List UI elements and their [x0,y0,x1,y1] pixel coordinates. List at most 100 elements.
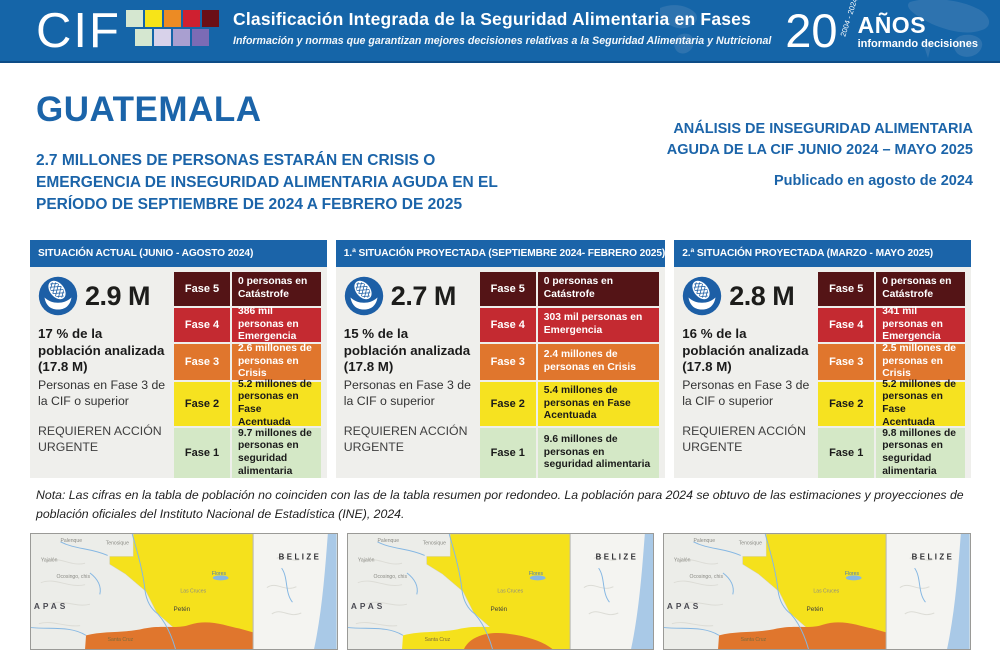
phase-value: 5.2 millones de personas en Fase Acentua… [232,379,321,428]
phase-label: Fase 1 [818,428,875,478]
panel-title: 2.ª SITUACIÓN PROYECTADA (MARZO - MAYO 2… [674,240,971,267]
phase-2-row: Fase 2 5.2 millones de personas en Fase A… [818,379,965,428]
phase-value: 5.2 millones de personas en Fase Acentua… [876,379,965,428]
phase-label: Fase 3 [818,344,875,380]
panel-title: 1.ª SITUACIÓN PROYECTADA (SEPTIEMBRE 202… [335,240,665,267]
phase-label: Fase 4 [174,308,230,342]
logo-square-green [126,10,143,27]
phase-4-row: Fase 4 386 mil personas en Emergencia [174,306,321,342]
logo-square-red [183,10,200,27]
phase-label: Fase 1 [174,428,230,478]
map-first-projection [346,533,655,650]
cif-logo-squares [126,10,222,48]
analysis-block: ANÁLISIS DE INSEGURIDAD ALIMENTARIA AGUD… [643,119,973,189]
situation-panels: SITUACIÓN ACTUAL (JUNIO - AGOSTO 2024) 2… [30,240,971,478]
phase-label: Fase 2 [174,382,230,426]
phase-4-row: Fase 4 303 mil personas en Emergencia [479,308,660,342]
logo-square-pale-lavender [154,29,171,46]
phase-value: 2.5 millones de personas en Crisis [876,343,965,380]
phase-value: 341 mil personas en Emergencia [876,306,965,342]
action-required: REQUIEREN ACCIÓN URGENTE [38,423,162,455]
maps-row [30,533,972,650]
phase-label: Fase 2 [818,382,875,426]
ipc-bowl-icon [344,276,384,316]
phase3-note: Personas en Fase 3 de la CIF o superior [38,377,166,408]
action-required: REQUIEREN ACCIÓN URGENTE [682,423,806,455]
anniversary-number: 20 [785,4,838,57]
action-required: REQUIEREN ACCIÓN URGENTE [343,423,468,455]
phase-2-row: Fase 2 5.2 millones de personas en Fase A… [174,379,321,428]
anniversary-logo: 20 2004 - 2024 AÑOS informando decisione… [785,0,978,57]
affected-population: 2.7 M [390,280,457,311]
anniversary-tagline: informando decisiones [857,38,978,50]
map-second-projection [663,533,972,650]
anniversary-years: 2004 - 2024 [838,0,859,38]
percent-analyzed: 17 % de la población analizada (17.8 M) [38,326,165,375]
phase-label: Fase 4 [818,308,875,342]
phase-label: Fase 5 [174,272,230,306]
world-map-decoration [660,0,990,58]
panel-second-projection: 2.ª SITUACIÓN PROYECTADA (MARZO - MAYO 2… [674,240,971,478]
phase-value: 9.8 millones de personas en seguridad al… [876,428,965,478]
affected-population: 2.9 M [85,280,151,311]
panel-first-projection: 1.ª SITUACIÓN PROYECTADA (SEPTIEMBRE 202… [335,240,665,478]
phase-label: Fase 5 [818,272,875,306]
phase-4-row: Fase 4 341 mil personas en Emergencia [818,306,965,342]
phase-value: 5.4 millones de personas en Fase Acentua… [537,382,660,426]
published-date: Publicado en agosto de 2024 [773,173,973,190]
header-title: Clasificación Integrada de la Seguridad … [233,9,752,29]
header-subtitle: Información y normas que garantizan mejo… [233,35,772,47]
phase3-note: Personas en Fase 3 de la CIF o superior [343,377,471,408]
phase-value: 303 mil personas en Emergencia [537,308,660,342]
percent-analyzed: 15 % de la población analizada (17.8 M) [343,326,471,375]
phase-3-row: Fase 3 2.4 millones de personas en Crisis [479,344,660,380]
logo-square-maroon [202,10,219,27]
logo-square-purple [192,29,209,46]
panel-title: SITUACIÓN ACTUAL (JUNIO - AGOSTO 2024) [30,240,327,267]
phase-label: Fase 5 [479,272,536,306]
panel-current-situation: SITUACIÓN ACTUAL (JUNIO - AGOSTO 2024) 2… [30,240,327,478]
logo-square-light-purple [173,29,190,46]
phase-2-row: Fase 2 5.4 millones de personas en Fase A… [479,382,660,426]
phase-value: 9.6 millones de personas en seguridad al… [537,428,660,478]
logo-square-orange [164,10,181,27]
phase-value: 2.4 millones de personas en Crisis [537,344,660,380]
logo-square-yellow [145,10,162,27]
phase-value: 0 personas en Catástrofe [537,272,660,306]
phase-value: 2.6 millones de personas en Crisis [232,343,321,380]
anniversary-label: AÑOS [857,12,927,38]
logo-square-pale-green [135,29,152,46]
map-current-situation [30,533,338,650]
country-title: GUATEMALA [36,90,262,129]
ipc-bowl-icon [682,276,722,316]
phase-value: 386 mil personas en Emergencia [232,306,321,342]
phase-3-row: Fase 3 2.6 millones de personas en Crisis [174,343,321,380]
phase-1-row: Fase 1 9.7 millones de personas en seguri… [174,428,321,478]
phase-label: Fase 1 [479,428,536,478]
phase-label: Fase 2 [479,382,536,426]
header-band: CIF Clasificación Integrada de la Seguri… [0,0,1000,63]
phase-label: Fase 4 [479,308,536,342]
phase-value: 0 personas en Catástrofe [876,272,965,306]
phase-1-row: Fase 1 9.8 millones de personas en seguri… [818,428,965,478]
percent-analyzed: 16 % de la población analizada (17.8 M) [682,326,809,375]
phase-1-row: Fase 1 9.6 millones de personas en seguri… [479,428,660,478]
cif-logo-text: CIF [36,4,121,58]
affected-population: 2.8 M [729,280,795,311]
footnote: Nota: Las cifras en la tabla de població… [36,488,964,522]
phase-3-row: Fase 3 2.5 millones de personas en Crisis [818,343,965,380]
analysis-title: ANÁLISIS DE INSEGURIDAD ALIMENTARIA AGUD… [666,121,973,158]
phase-value: 9.7 millones de personas en seguridad al… [232,428,321,478]
ipc-bowl-icon [38,276,78,316]
phase-label: Fase 3 [174,344,230,380]
phase-label: Fase 3 [479,344,536,380]
phase3-note: Personas en Fase 3 de la CIF o superior [682,377,810,408]
phase-value: 0 personas en Catástrofe [232,272,321,306]
